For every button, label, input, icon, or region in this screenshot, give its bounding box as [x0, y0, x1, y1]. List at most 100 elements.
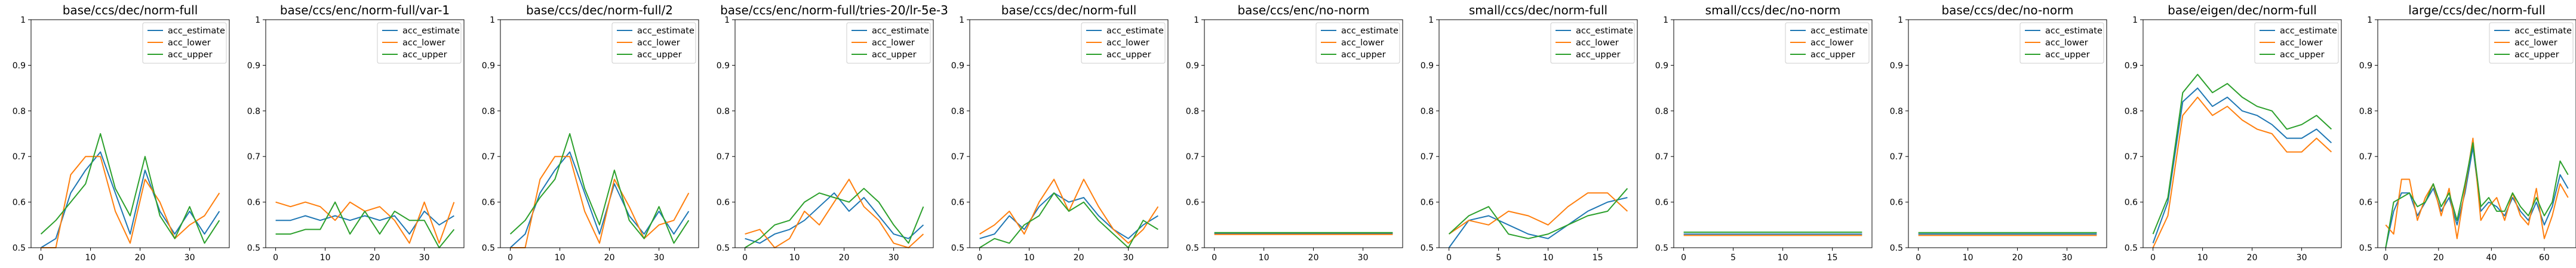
- legend-box: [1081, 22, 1166, 64]
- legend-label-acc_upper: acc_upper: [872, 50, 917, 60]
- series-line-acc_upper: [275, 201, 455, 248]
- x-tick-label: 30: [889, 253, 899, 263]
- y-tick-label: 0.6: [1890, 198, 1903, 208]
- legend-label-acc_upper: acc_upper: [2045, 50, 2090, 60]
- x-tick-label: 0: [1681, 253, 1686, 263]
- legend: acc_estimate acc_lower acc_upper: [846, 22, 931, 64]
- legend-label-acc_estimate: acc_estimate: [2514, 26, 2572, 36]
- legend-box: [1315, 22, 1400, 64]
- axes-frame: [1673, 19, 1873, 248]
- subplot-title: large/ccs/dec/norm-full: [2408, 3, 2546, 17]
- legend-label-acc_upper: acc_upper: [402, 50, 447, 60]
- series-line-acc_lower: [510, 156, 690, 248]
- x-tick-label: 0: [1212, 253, 1217, 263]
- series-line-acc_upper: [40, 133, 220, 244]
- y-tick-label: 1: [255, 16, 260, 25]
- x-tick-label: 30: [2062, 253, 2073, 263]
- x-tick-label: 60: [2539, 253, 2550, 263]
- series-line-acc_estimate: [275, 210, 454, 235]
- subplot-title: base/eigen/dec/norm-full: [2168, 3, 2317, 17]
- y-tick-label: 0.8: [2359, 107, 2372, 116]
- axes-frame: [265, 19, 465, 248]
- x-tick-label: 15: [1827, 253, 1838, 263]
- y-tick-label: 1: [490, 16, 495, 25]
- x-tick-label: 20: [1074, 253, 1084, 263]
- x-tick-label: 0: [742, 253, 748, 263]
- x-tick-label: 10: [2197, 253, 2208, 263]
- y-tick-label: 0.6: [717, 198, 730, 208]
- x-tick-label: 20: [2012, 253, 2023, 263]
- y-tick-label: 0.6: [1186, 198, 1199, 208]
- x-tick-label: 20: [2247, 253, 2258, 263]
- legend-label-acc_lower: acc_lower: [2280, 38, 2323, 48]
- subplot-title: base/ccs/dec/norm-full/2: [526, 3, 673, 17]
- series-line-acc_lower: [745, 178, 924, 248]
- legend-label-acc_lower: acc_lower: [168, 38, 211, 48]
- x-tick-label: 30: [2297, 253, 2307, 263]
- series-line-acc_estimate: [509, 151, 690, 248]
- y-tick-label: 1: [724, 16, 730, 25]
- series-line-acc_upper: [1448, 188, 1628, 239]
- legend-label-acc_upper: acc_upper: [637, 50, 682, 60]
- series-line-acc_estimate: [745, 192, 924, 244]
- y-tick-label: 0.6: [2125, 198, 2138, 208]
- axes-frame: [969, 19, 1169, 248]
- x-tick-label: 0: [2383, 253, 2389, 263]
- legend-label-acc_upper: acc_upper: [1106, 50, 1151, 60]
- legend-label-acc_estimate: acc_estimate: [1810, 26, 1868, 36]
- y-tick-label: 0.9: [2359, 61, 2372, 70]
- legend-label-acc_lower: acc_lower: [1576, 38, 1619, 48]
- legend-label-acc_lower: acc_lower: [637, 38, 680, 48]
- y-tick-label: 0.8: [247, 107, 260, 116]
- x-tick-label: 0: [977, 253, 982, 263]
- legend-box: [2254, 22, 2339, 64]
- legend-label-acc_estimate: acc_estimate: [402, 26, 460, 36]
- x-tick-label: 5: [1730, 253, 1736, 263]
- legend-label-acc_lower: acc_lower: [872, 38, 915, 48]
- series-line-acc_lower: [1449, 192, 1628, 235]
- legend-label-acc_upper: acc_upper: [2280, 50, 2325, 60]
- axes-frame: [30, 19, 230, 248]
- x-tick-label: 10: [555, 253, 565, 263]
- y-tick-label: 1: [1663, 16, 1668, 25]
- x-tick-label: 0: [2150, 253, 2156, 263]
- y-tick-label: 0.8: [1655, 107, 1668, 116]
- y-tick-label: 0.5: [247, 244, 260, 253]
- y-tick-label: 0.6: [247, 198, 260, 208]
- y-tick-label: 0.7: [1890, 152, 1903, 162]
- y-tick-label: 0.5: [482, 244, 495, 253]
- legend-label-acc_estimate: acc_estimate: [2045, 26, 2102, 36]
- legend-box: [2489, 22, 2574, 64]
- legend-label-acc_lower: acc_lower: [1106, 38, 1149, 48]
- legend-label-acc_estimate: acc_estimate: [1576, 26, 1633, 36]
- x-tick-label: 0: [508, 253, 513, 263]
- y-tick-label: 0.5: [717, 244, 730, 253]
- axes-frame: [1908, 19, 2107, 248]
- x-tick-label: 30: [185, 253, 195, 263]
- subplot-title: base/ccs/enc/norm-full/var-1: [280, 3, 450, 17]
- y-tick-label: 0.8: [1186, 107, 1199, 116]
- subplot-title: base/ccs/enc/no-norm: [1237, 3, 1369, 17]
- y-tick-label: 0.6: [13, 198, 26, 208]
- y-tick-label: 0.9: [1655, 61, 1668, 70]
- subplot-title: small/ccs/dec/no-norm: [1705, 3, 1841, 17]
- y-tick-label: 0.9: [717, 61, 730, 70]
- series-line-acc_upper: [2152, 73, 2332, 235]
- x-tick-label: 10: [789, 253, 800, 263]
- series-line-acc_lower: [2152, 96, 2332, 248]
- series-line-acc_upper: [745, 187, 924, 248]
- y-tick-label: 1: [1428, 16, 1434, 25]
- axes-frame: [2377, 19, 2576, 248]
- legend-label-acc_upper: acc_upper: [1576, 50, 1621, 60]
- y-tick-label: 0.5: [1655, 244, 1668, 253]
- subplot-title: small/ccs/dec/norm-full: [1469, 3, 1607, 17]
- axes-frame: [500, 19, 699, 248]
- series-line-acc_lower: [275, 201, 455, 244]
- y-tick-label: 0.5: [951, 244, 964, 253]
- y-tick-label: 0.7: [2359, 152, 2372, 162]
- subplot-3: base/ccs/enc/norm-full/tries-20/lr-5e-3 0…: [717, 3, 948, 263]
- legend-label-acc_lower: acc_lower: [2045, 38, 2088, 48]
- y-tick-label: 0.5: [1421, 244, 1434, 253]
